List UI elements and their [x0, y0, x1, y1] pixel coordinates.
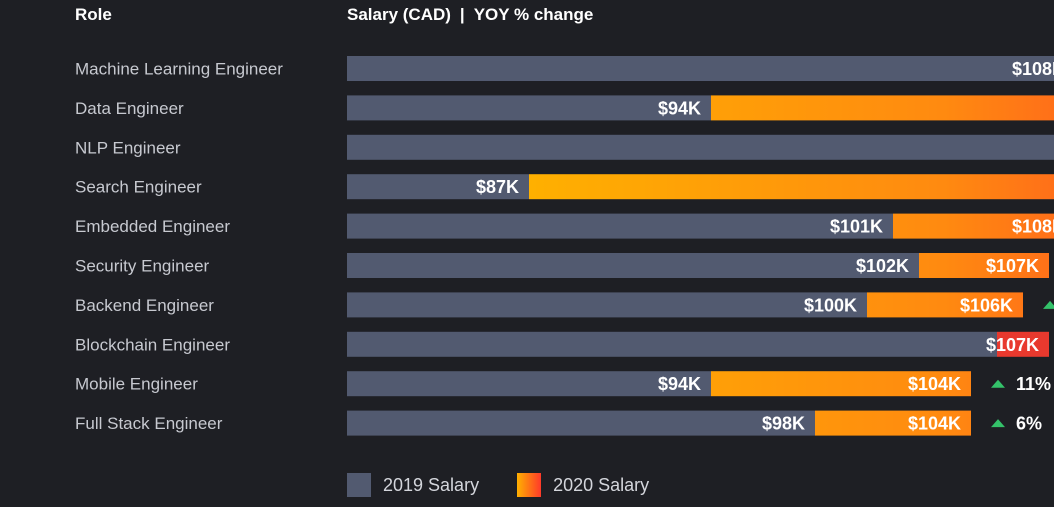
salary-header-label: Salary (CAD) — [347, 5, 451, 24]
value-label-2019: $108K — [1012, 59, 1054, 79]
bar-2020 — [529, 174, 1054, 200]
value-label-2020: $106K — [960, 295, 1013, 315]
category-label: Backend Engineer — [75, 296, 214, 315]
value-label-2019: $107K — [986, 335, 1039, 355]
bar-2020 — [997, 331, 1049, 357]
category-label: Full Stack Engineer — [75, 414, 223, 433]
up-arrow-icon — [991, 419, 1005, 428]
value-label-2019: $100K — [804, 295, 857, 315]
legend-label-2019: 2019 Salary — [383, 474, 480, 495]
bar-2019 — [347, 56, 1054, 81]
bar-2020 — [711, 371, 971, 397]
bar-2019 — [347, 213, 893, 239]
value-label-2020: $107K — [986, 256, 1039, 276]
value-label-2019: $102K — [856, 256, 909, 276]
yoy-change-label: 6% — [1016, 414, 1042, 434]
bar-2020 — [893, 213, 1054, 239]
category-label: Machine Learning Engineer — [75, 60, 283, 79]
value-label-2020: $104K — [908, 414, 961, 434]
bar-2019 — [347, 410, 815, 436]
up-arrow-icon — [1043, 300, 1054, 309]
value-label-2019: $101K — [830, 217, 883, 237]
yoy-header-label: YOY % change — [473, 5, 594, 24]
chart-legend: 2019 Salary 2020 Salary — [347, 473, 687, 497]
legend-swatch-2020 — [517, 473, 542, 497]
legend-item-2020: 2020 Salary — [517, 473, 649, 497]
up-arrow-icon — [991, 379, 1005, 388]
bar-2019 — [347, 292, 867, 318]
value-label-2019: $98K — [762, 414, 805, 434]
salary-column-header: Salary (CAD) | YOY % change — [347, 5, 593, 25]
bar-2019 — [347, 134, 1054, 160]
value-label-2020: $104K — [908, 374, 961, 394]
bar-2019 — [347, 371, 711, 397]
bar-2019 — [347, 95, 711, 121]
category-label: Security Engineer — [75, 257, 210, 276]
category-label: NLP Engineer — [75, 138, 181, 157]
category-label: Embedded Engineer — [75, 217, 230, 236]
bar-2019 — [347, 253, 919, 278]
bar-2020 — [867, 292, 1023, 318]
bar-2019 — [347, 174, 529, 200]
bar-2020 — [815, 410, 971, 436]
bar-2020 — [919, 253, 1049, 278]
category-label: Search Engineer — [75, 178, 202, 197]
bar-2020 — [711, 95, 1054, 121]
yoy-change-label: 11% — [1016, 374, 1051, 394]
category-label: Blockchain Engineer — [75, 335, 230, 354]
legend-item-2019: 2019 Salary — [347, 473, 479, 497]
category-label: Data Engineer — [75, 99, 184, 118]
value-label-2019: $87K — [476, 177, 519, 197]
bar-2019 — [347, 331, 997, 357]
legend-label-2020: 2020 Salary — [553, 474, 650, 495]
header-separator: | — [459, 5, 465, 24]
legend-swatch-2019 — [347, 473, 371, 497]
category-label: Mobile Engineer — [75, 375, 198, 394]
value-label-2019: $94K — [658, 98, 701, 118]
role-column-header: Role — [75, 5, 112, 24]
value-label-2019: $94K — [658, 374, 701, 394]
value-label-2020: $108K — [1012, 217, 1054, 237]
